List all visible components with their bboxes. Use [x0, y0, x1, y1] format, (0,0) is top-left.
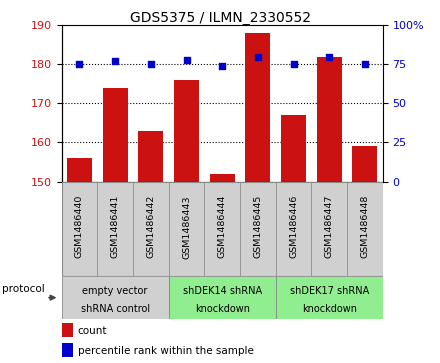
Bar: [276, 182, 312, 276]
Bar: [276, 276, 383, 319]
Bar: [133, 182, 169, 276]
Bar: [62, 276, 169, 319]
Bar: [210, 174, 235, 182]
Point: [219, 63, 226, 69]
Text: GSM1486447: GSM1486447: [325, 195, 334, 258]
Bar: [174, 80, 199, 182]
Point: [147, 61, 154, 68]
Bar: [62, 323, 73, 338]
Bar: [317, 57, 342, 182]
Point: [290, 61, 297, 68]
Text: count: count: [78, 326, 107, 336]
Bar: [138, 131, 163, 182]
Point: [326, 54, 333, 60]
Text: GSM1486442: GSM1486442: [147, 195, 155, 258]
Text: percentile rank within the sample: percentile rank within the sample: [78, 346, 253, 356]
Text: GSM1486441: GSM1486441: [110, 195, 120, 258]
Bar: [62, 343, 73, 357]
Bar: [352, 146, 378, 182]
Bar: [62, 182, 97, 276]
Text: protocol: protocol: [2, 284, 45, 294]
Text: shRNA control: shRNA control: [81, 303, 150, 314]
Text: empty vector: empty vector: [82, 286, 148, 296]
Point: [361, 61, 368, 68]
Bar: [169, 276, 276, 319]
Text: GSM1486440: GSM1486440: [75, 195, 84, 258]
Bar: [67, 158, 92, 182]
Text: GSM1486446: GSM1486446: [289, 195, 298, 258]
Text: knockdown: knockdown: [302, 303, 357, 314]
Bar: [240, 182, 276, 276]
Text: shDEK17 shRNA: shDEK17 shRNA: [290, 286, 369, 296]
Point: [76, 61, 83, 68]
Bar: [103, 88, 128, 182]
Bar: [312, 182, 347, 276]
Bar: [169, 182, 204, 276]
Bar: [347, 182, 383, 276]
Bar: [97, 182, 133, 276]
Text: knockdown: knockdown: [194, 303, 250, 314]
Bar: [281, 115, 306, 182]
Text: shDEK14 shRNA: shDEK14 shRNA: [183, 286, 262, 296]
Text: GSM1486445: GSM1486445: [253, 195, 262, 258]
Text: GSM1486444: GSM1486444: [218, 195, 227, 258]
Text: GSM1486443: GSM1486443: [182, 195, 191, 258]
Point: [183, 57, 190, 63]
Point: [112, 58, 119, 64]
Bar: [204, 182, 240, 276]
Bar: [246, 33, 270, 182]
Point: [254, 54, 261, 60]
Text: GDS5375 / ILMN_2330552: GDS5375 / ILMN_2330552: [129, 11, 311, 25]
Text: GSM1486448: GSM1486448: [360, 195, 370, 258]
